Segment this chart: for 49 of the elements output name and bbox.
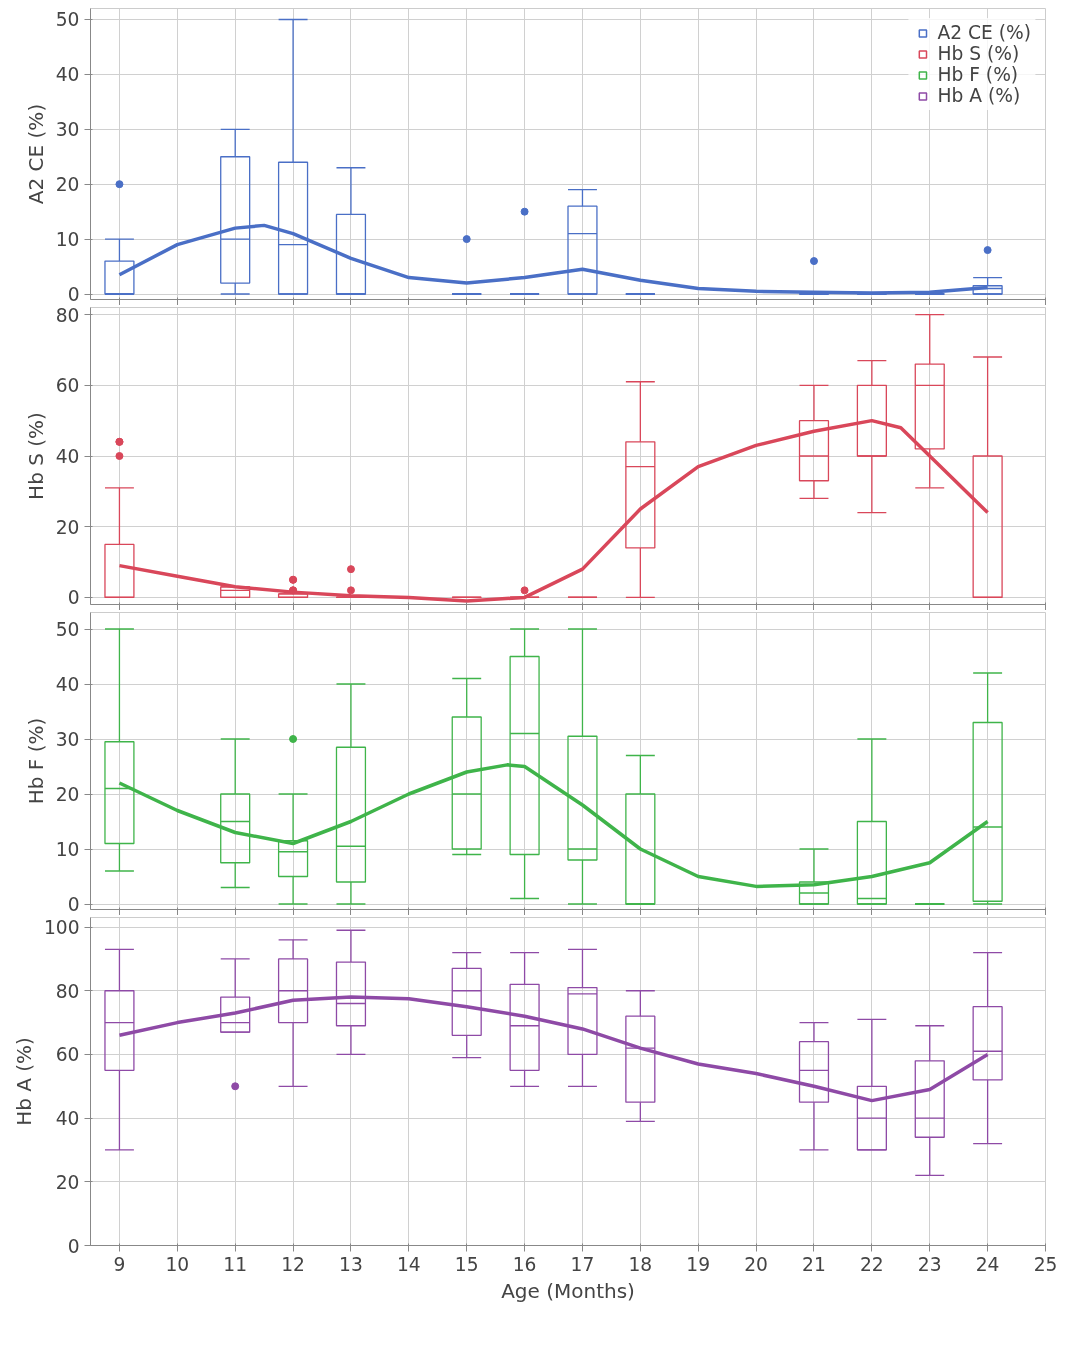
x-tick-label: 12 (281, 1253, 305, 1275)
y-tick-label: 20 (55, 174, 80, 196)
y-tick-label: 40 (55, 1108, 80, 1130)
y-tick-label: 100 (43, 917, 80, 939)
legend-label: Hb F (%) (937, 64, 1019, 85)
x-tick-label: 16 (512, 1253, 537, 1275)
x-tick-label: 15 (454, 1253, 479, 1275)
x-tick-label: 14 (396, 1253, 421, 1275)
y-tick-label: 0 (67, 894, 80, 915)
x-tick-label: 17 (570, 1253, 595, 1275)
y-axis-title: A2 CE (%) (23, 103, 48, 205)
x-tick-label: 24 (975, 1253, 1000, 1275)
x-tick-label: 19 (686, 1253, 711, 1275)
y-tick-label: 20 (55, 516, 80, 538)
x-tick-label: 22 (859, 1253, 884, 1275)
y-tick-label: 0 (67, 284, 80, 306)
y-tick-label: 60 (55, 1044, 80, 1066)
y-tick-label: 20 (55, 784, 80, 805)
y-tick-label: 30 (55, 119, 80, 141)
y-axis-title: Hb A (%) (11, 1037, 36, 1126)
y-axis-title: Hb F (%) (23, 717, 48, 805)
y-tick-label: 10 (55, 839, 80, 860)
y-axis-title: Hb S (%) (23, 412, 48, 500)
y-tick-label: 40 (55, 674, 80, 695)
y-tick-label: 10 (55, 229, 80, 251)
x-tick-label: 23 (917, 1253, 942, 1275)
y-tick-label: 0 (67, 587, 80, 609)
legend-label: Hb A (%) (937, 85, 1021, 106)
x-tick-label: 20 (744, 1253, 768, 1275)
x-axis-title: Age (Months) (501, 1278, 635, 1303)
x-tick-label: 11 (223, 1253, 248, 1275)
x-tick-label: 18 (628, 1253, 653, 1275)
y-tick-label: 40 (55, 64, 80, 86)
y-tick-label: 60 (55, 375, 80, 397)
y-tick-label: 50 (55, 9, 80, 31)
x-tick-label: 21 (802, 1253, 826, 1275)
legend-label: A2 CE (%) (937, 22, 1031, 43)
x-tick-label: 10 (165, 1253, 190, 1275)
x-tick-label: 25 (1033, 1253, 1058, 1275)
legend-label: Hb S (%) (937, 43, 1020, 64)
x-tick-label: 9 (113, 1253, 126, 1275)
y-tick-label: 80 (55, 980, 80, 1002)
y-tick-label: 80 (55, 304, 80, 326)
y-tick-label: 50 (55, 619, 80, 640)
y-tick-label: 40 (55, 446, 80, 467)
x-tick-label: 13 (339, 1253, 363, 1275)
y-tick-label: 0 (67, 1235, 80, 1257)
y-tick-label: 20 (55, 1171, 80, 1193)
y-tick-label: 30 (55, 729, 80, 750)
